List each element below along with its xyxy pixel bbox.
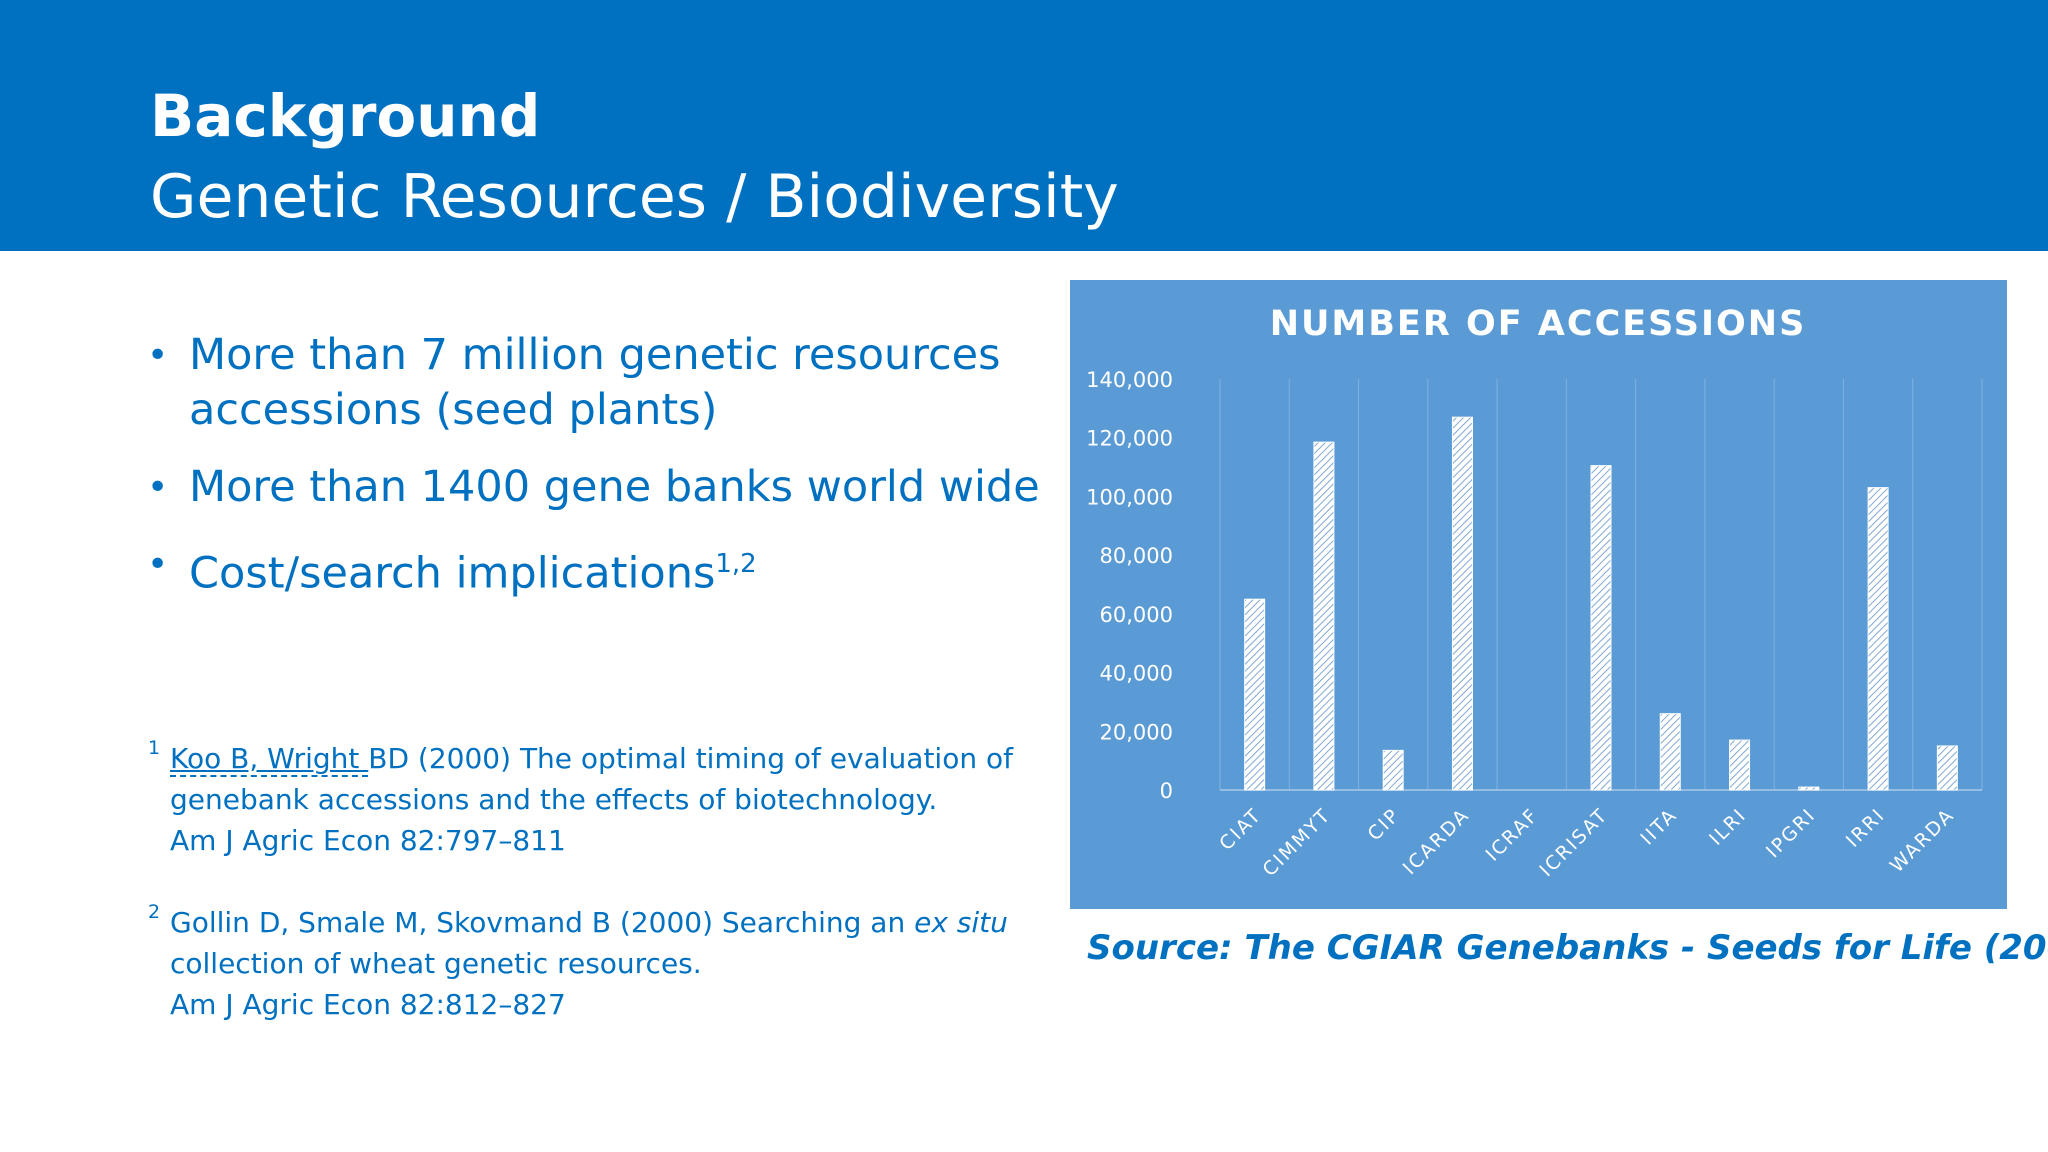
bar-ipgri: [1798, 786, 1820, 791]
bullet-dot-icon: •: [147, 544, 169, 585]
bullet-text: More than 1400 gene banks world wide: [189, 462, 1040, 512]
bullet-dot-icon: •: [147, 335, 169, 376]
chart-container: NUMBER OF ACCESSIONS 0 20,000 40,000 60,000…: [1070, 280, 2007, 909]
y-tick-label: 140,000: [1086, 368, 1173, 392]
bullet-item: • Cost/search implications1,2: [145, 537, 1045, 601]
source-caption: Source: The CGIAR Genebanks - Seeds for …: [1087, 928, 2048, 968]
footnote-line: Am J Agric Econ 82:812–827: [170, 988, 566, 1021]
footnote-line: collection of wheat genetic resources.: [170, 947, 702, 980]
y-tick-label: 80,000: [1100, 544, 1173, 568]
x-tick-label: CIMMYT: [1258, 804, 1335, 881]
y-tick-label: 0: [1160, 779, 1173, 803]
footnote-line: genebank accessions and the effects of b…: [170, 783, 938, 816]
bullet-text: More than 7 million genetic resources ac…: [189, 330, 1001, 435]
footnote-number: 2: [148, 901, 161, 923]
footnote-text: Gollin D, Smale M, Skovmand B (2000) Sea…: [170, 906, 915, 939]
x-tick-label: WARDA: [1886, 804, 1959, 877]
bullet-text: Cost/search implications: [189, 548, 716, 599]
y-tick-label: 120,000: [1086, 427, 1173, 451]
bullet-item: • More than 1400 gene banks world wide: [145, 460, 1045, 515]
footnote-number: 1: [148, 737, 161, 759]
x-tick-label: IPGRI: [1762, 804, 1820, 862]
bar-irri: [1867, 487, 1889, 791]
bullet-item: • More than 7 million genetic resources …: [145, 328, 1045, 438]
bar-icarda: [1451, 416, 1473, 791]
x-tick-label: ILRI: [1705, 804, 1751, 850]
header-band: Background Genetic Resources / Biodivers…: [0, 0, 2048, 251]
x-tick-label: IRRI: [1842, 804, 1890, 852]
y-tick-label: 60,000: [1100, 603, 1173, 627]
footnote-line: Gollin D, Smale M, Skovmand B (2000) Sea…: [148, 902, 1028, 943]
footnote-line: Am J Agric Econ 82:797–811: [170, 824, 566, 857]
y-tick-label: 100,000: [1086, 485, 1173, 509]
x-tick-label: ICRAF: [1482, 804, 1544, 866]
footnote-line: Koo B, Wright BD (2000) The optimal timi…: [148, 738, 1028, 779]
bar-cip: [1382, 749, 1404, 791]
bullet-superscript: 1,2: [715, 549, 757, 579]
slide-title: Background: [150, 82, 541, 150]
y-tick-label: 20,000: [1100, 720, 1173, 744]
bar-iita: [1659, 713, 1681, 791]
bar-cimmyt: [1313, 441, 1335, 791]
slide-subtitle: Genetic Resources / Biodiversity: [150, 162, 1119, 232]
bar-ciat: [1244, 598, 1266, 791]
x-tick-label: ICARDA: [1399, 804, 1474, 879]
y-tick-label: 40,000: [1100, 662, 1173, 686]
bullet-dot-icon: •: [147, 467, 169, 508]
footnote-2: 2 Gollin D, Smale M, Skovmand B (2000) S…: [148, 901, 1028, 1025]
bar-chart: NUMBER OF ACCESSIONS 0 20,000 40,000 60,000…: [1086, 304, 1983, 881]
x-tick-label: IITA: [1636, 804, 1681, 849]
bar-icrisat: [1590, 465, 1612, 791]
bar-warda: [1936, 745, 1958, 791]
x-tick-label: CIAT: [1215, 804, 1266, 855]
x-tick-label: CIP: [1363, 804, 1404, 845]
footnote-1: 1 Koo B, Wright BD (2000) The optimal ti…: [148, 737, 1028, 861]
chart-title: NUMBER OF ACCESSIONS: [1270, 304, 1807, 344]
bullet-list: • More than 7 million genetic resources …: [145, 328, 1045, 623]
footnote-text: BD (2000) The optimal timing of evaluati…: [368, 742, 1013, 775]
x-tick-label: ICRISAT: [1535, 804, 1612, 881]
bar-ilri: [1729, 739, 1751, 791]
footnote-citation-link[interactable]: Koo B, Wright: [170, 742, 369, 777]
footnote-italic: ex situ: [914, 906, 1008, 939]
